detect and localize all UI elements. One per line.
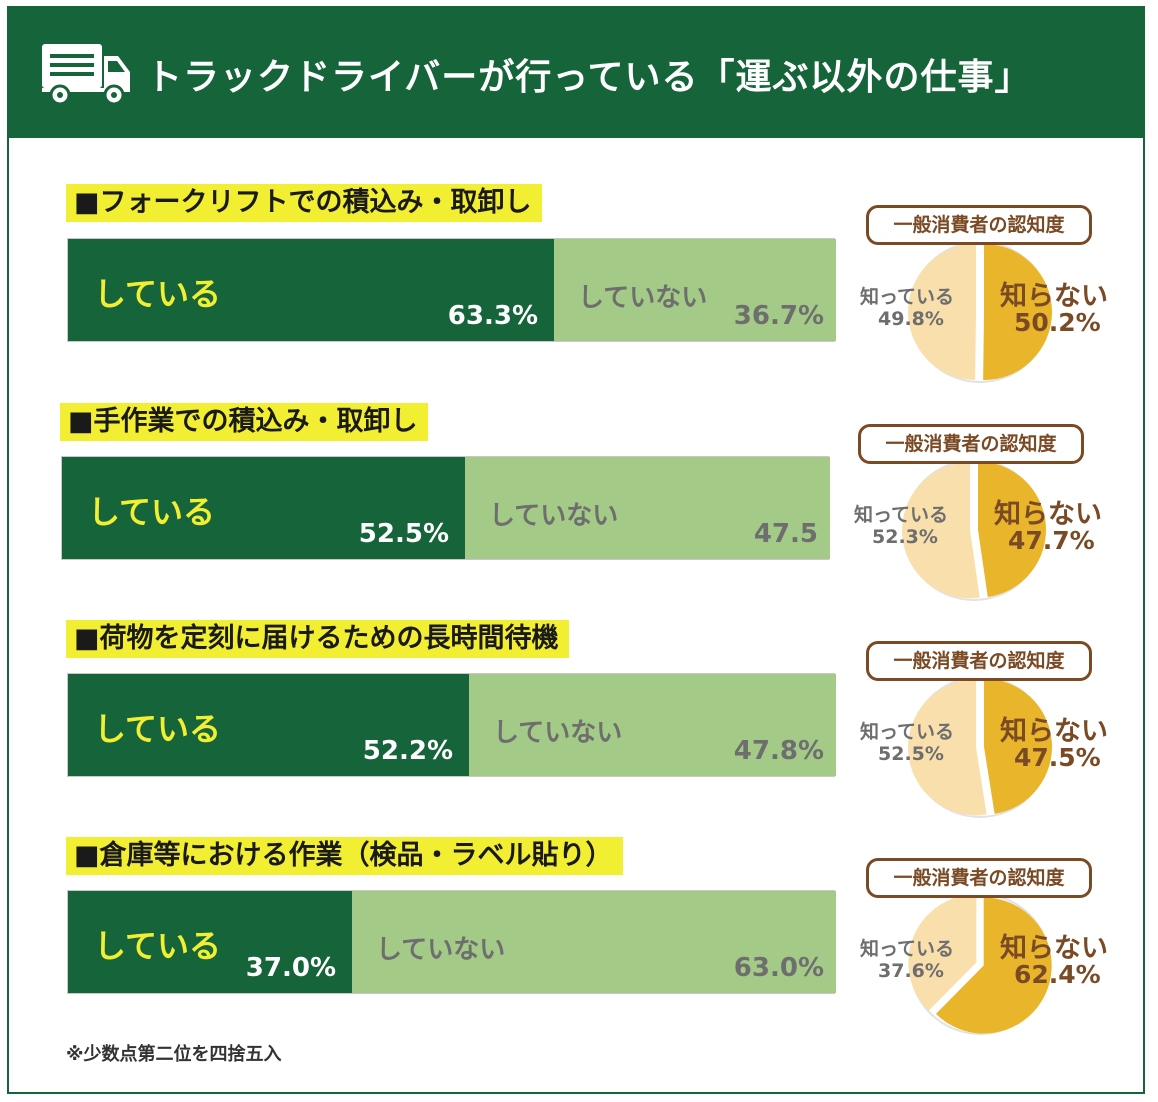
footnote: ※少数点第二位を四捨五入 (66, 1044, 282, 1065)
pie-label-unknown: 知らない (1000, 933, 1108, 964)
stacked-bar: している 37.0% していない 63.0% (67, 890, 836, 994)
pie-title-tag: 一般消費者の認知度 (866, 205, 1092, 245)
pie-label-unknown: 知らない (1000, 716, 1108, 747)
item-label: ■手作業での積込み・取卸し (60, 403, 428, 441)
bar-segment-doing (68, 239, 554, 341)
truck-icon (42, 44, 130, 106)
bar-segment-not-doing (465, 457, 830, 559)
awareness-pie (902, 459, 1046, 601)
pie-slice-known (908, 894, 977, 1011)
awareness-pie (908, 676, 1052, 818)
bar-label-doing: している (88, 493, 216, 531)
pie-label-known: 知っている (860, 721, 955, 743)
pie-value-unknown: 50.2% (1014, 308, 1101, 337)
bar-value-not-doing: 36.7% (733, 301, 824, 331)
item-label: ■荷物を定刻に届けるための長時間待機 (66, 620, 569, 658)
pie-slice-known (908, 679, 987, 816)
pie-title-tag: 一般消費者の認知度 (866, 641, 1092, 681)
pie-label-known: 知っている (860, 286, 955, 308)
item-label: ■倉庫等における作業（検品・ラベル貼り） (66, 837, 623, 875)
bar-segment-doing (68, 674, 469, 776)
pie-value-unknown: 62.4% (1014, 960, 1101, 989)
awareness-pie (908, 241, 1053, 383)
pie-value-known: 49.8% (878, 308, 944, 330)
pie-value-known: 52.5% (878, 743, 944, 765)
pie-slice-known (908, 243, 977, 380)
pie-value-known: 37.6% (878, 960, 944, 982)
bar-label-not-doing: していない (578, 283, 708, 313)
pie-slice-unknown (977, 461, 1046, 598)
bar-label-doing: している (94, 710, 222, 748)
pie-slice-unknown (983, 244, 1053, 381)
bar-segment-doing (62, 457, 465, 559)
bar-segment-doing (68, 891, 352, 993)
pie-value-unknown: 47.5% (1014, 743, 1101, 772)
item-label: ■フォークリフトでの積込み・取卸し (66, 184, 542, 222)
bar-label-doing: している (94, 275, 222, 313)
bar-label-doing: している (94, 927, 222, 965)
pie-slice-unknown (983, 678, 1052, 814)
bar-value-doing: 63.3% (447, 301, 538, 331)
bar-segment-not-doing (469, 674, 836, 776)
pie-value-unknown: 47.7% (1008, 526, 1095, 555)
stacked-bar: している 52.5% していない 47.5 (61, 456, 830, 560)
pie-label-known: 知っている (860, 938, 955, 960)
bar-label-not-doing: していない (376, 935, 506, 965)
bar-segment-not-doing (352, 891, 836, 993)
pie-label-unknown: 知らない (994, 499, 1102, 530)
awareness-pie (908, 893, 1052, 1035)
bar-value-not-doing: 63.0% (733, 953, 824, 983)
page-title: トラックドライバーが行っている「運ぶ以外の仕事」 (146, 57, 1032, 98)
pie-title-tag: 一般消費者の認知度 (866, 858, 1092, 898)
pie-value-known: 52.3% (872, 526, 938, 548)
bar-value-doing: 37.0% (245, 953, 336, 983)
stacked-bar: している 52.2% していない 47.8% (67, 673, 836, 777)
pie-slice-unknown (935, 897, 1052, 1034)
pie-title-tag: 一般消費者の認知度 (858, 424, 1084, 464)
header-banner (7, 6, 1145, 138)
stacked-bar: している 63.3% していない 36.7% (67, 238, 836, 342)
pie-label-known: 知っている (854, 504, 949, 526)
bar-segment-not-doing (554, 239, 836, 341)
pie-label-unknown: 知らない (1000, 281, 1108, 312)
bar-value-not-doing: 47.5 (753, 519, 818, 549)
pie-slice-known (902, 462, 980, 599)
bar-label-not-doing: していない (489, 501, 619, 531)
bar-value-doing: 52.2% (362, 736, 453, 766)
bar-value-doing: 52.5% (358, 519, 449, 549)
bar-label-not-doing: していない (493, 718, 623, 748)
bar-value-not-doing: 47.8% (733, 736, 824, 766)
